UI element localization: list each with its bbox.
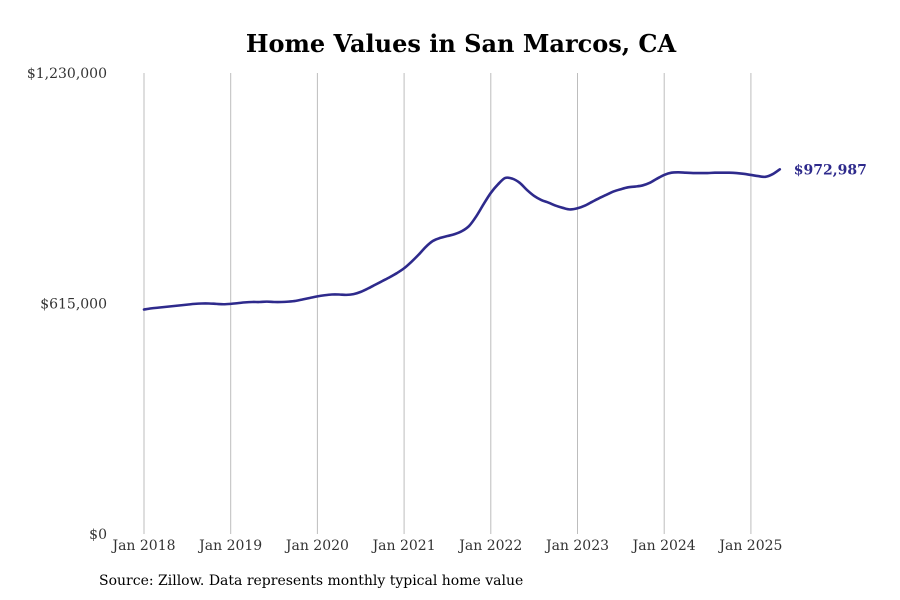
x-tick-label: Jan 2025 xyxy=(717,538,782,554)
x-tick-label: Jan 2021 xyxy=(371,538,436,554)
source-note: Source: Zillow. Data represents monthly … xyxy=(99,573,524,589)
y-tick-label: $0 xyxy=(89,527,107,543)
y-axis-ticks: $0 $615,000 $1,230,000 xyxy=(27,66,107,543)
y-tick-label: $1,230,000 xyxy=(27,66,107,82)
x-tick-label: Jan 2023 xyxy=(544,538,609,554)
grid-lines xyxy=(143,73,752,534)
y-tick-label: $615,000 xyxy=(40,297,107,313)
x-tick-label: Jan 2024 xyxy=(631,538,696,554)
x-axis-ticks: Jan 2018 Jan 2019 Jan 2020 Jan 2021 Jan 2022… xyxy=(110,538,782,554)
x-tick-label: Jan 2018 xyxy=(110,538,175,554)
series-line-home-value xyxy=(142,168,782,311)
x-tick-label: Jan 2020 xyxy=(284,538,349,554)
end-value-label: $972,987 xyxy=(794,162,867,178)
x-tick-label: Jan 2019 xyxy=(197,538,262,554)
x-tick-label: Jan 2022 xyxy=(457,538,522,554)
chart-title: Home Values in San Marcos, CA xyxy=(246,29,677,58)
